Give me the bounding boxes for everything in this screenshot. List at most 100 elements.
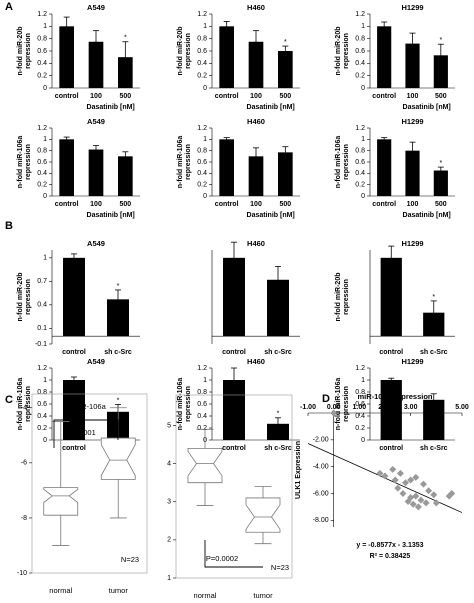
y-tick-label: 0.6	[37, 401, 47, 408]
scatter-point	[407, 476, 415, 484]
y-tick-label: 0	[361, 437, 365, 444]
annotation: N=23	[121, 555, 139, 564]
scatter-point	[409, 500, 417, 508]
y-tick-label: 1	[43, 136, 47, 143]
scatter-point	[391, 476, 399, 484]
x-tick-label: control	[379, 445, 403, 452]
bar	[278, 51, 293, 88]
y-axis-title: n-fold miR-106a	[335, 378, 342, 431]
y-tick-label: 1.2	[37, 11, 47, 18]
x-tick-label: 500	[435, 93, 447, 100]
significance-mark: *	[117, 283, 120, 290]
x-tick-label: 500	[119, 201, 131, 208]
bar	[59, 139, 74, 196]
y-axis-title: repression	[25, 33, 32, 69]
y-tick-label: 0.6	[37, 48, 47, 55]
y-tick-label: 0.4	[37, 170, 47, 177]
chart-title: H460	[247, 3, 265, 12]
y-tick-label: 0.8	[355, 36, 365, 43]
y-axis-title: n-fold miR-106a	[17, 136, 24, 189]
x-tick-label: control	[372, 93, 396, 100]
y-tick-label: 1	[361, 23, 365, 30]
y-tick-label: 0.8	[355, 148, 365, 155]
significance-mark: *	[284, 39, 287, 46]
y-tick-label: 0	[361, 85, 365, 92]
x-tick-label: 2.00	[378, 404, 392, 411]
x-tick-label: sh c-Src	[264, 445, 292, 452]
y-axis-title: n-fold miR-20b	[177, 27, 184, 76]
x-tick-label: 0.00	[327, 404, 341, 411]
chart-title: H460	[247, 117, 265, 126]
scatter-point	[381, 472, 389, 480]
bar	[219, 139, 234, 196]
y-tick-label: 1.2	[355, 11, 365, 18]
y-tick-label: 0.2	[37, 425, 47, 432]
bar	[63, 257, 85, 337]
x-tick-label: control	[55, 201, 79, 208]
y-tick-label: 0.4	[37, 413, 47, 420]
y-axis-title: n-fold miR-106a	[177, 136, 184, 189]
y-tick-label: 1	[167, 575, 171, 582]
y-axis-title: repression	[185, 33, 192, 69]
x-tick-label: control	[222, 445, 246, 452]
y-tick-label: 0.2	[197, 182, 207, 189]
y-axis-title: repression	[25, 386, 32, 422]
y-tick-label: 0.8	[355, 389, 365, 396]
y-tick-label: -0.1	[35, 341, 47, 348]
bar	[118, 156, 133, 196]
y-tick-label: 0.6	[355, 401, 365, 408]
y-tick-label: 1	[203, 136, 207, 143]
x-tick-label: control	[62, 349, 86, 356]
scatter-point	[448, 489, 456, 497]
x-tick-label: sh c-Src	[420, 349, 448, 356]
bar	[63, 380, 85, 440]
x-tick-label: 3.00	[404, 404, 418, 411]
x-tick-label: 500	[435, 201, 447, 208]
y-tick-label: 0	[43, 437, 47, 444]
x-tick-label: 1.00	[353, 404, 367, 411]
y-tick-label: 0.2	[355, 182, 365, 189]
y-tick-label: 0.1	[37, 325, 47, 332]
equation: R² = 0.38425	[370, 553, 411, 560]
plot-frame	[175, 394, 293, 579]
x-tick-label: normal	[194, 591, 217, 600]
bar	[380, 257, 402, 337]
y-axis-title: repression	[343, 33, 350, 69]
y-tick-label: 0.8	[197, 36, 207, 43]
significance-mark: *	[117, 397, 120, 404]
annotation: N=23	[271, 563, 289, 572]
chart-title: miR-106a	[73, 402, 106, 411]
scatter-point	[420, 480, 427, 488]
y-tick-label: 0.4	[197, 170, 207, 177]
x-tick-label: tumor	[109, 586, 129, 595]
y-tick-label: 0.4	[37, 302, 47, 309]
y-tick-label: -10	[17, 570, 27, 577]
x-axis-title: Dasatinib [nM]	[247, 212, 295, 219]
y-tick-label: 0.6	[355, 48, 365, 55]
y-tick-label: 1	[203, 377, 207, 384]
bar	[267, 279, 289, 337]
y-tick-label: 0	[361, 193, 365, 200]
panel-label: A	[5, 1, 13, 13]
significance-mark: *	[277, 411, 280, 418]
y-tick-label: 0.2	[197, 425, 207, 432]
y-tick-label: -4	[21, 405, 27, 412]
y-tick-label: 1	[361, 136, 365, 143]
x-axis-title: Dasatinib [nM]	[87, 212, 135, 219]
chart-title: H1299	[401, 3, 423, 12]
x-tick-label: sh c-Src	[104, 349, 132, 356]
x-axis-title: Dasatinib [nM]	[403, 104, 451, 111]
x-tick-label: sh c-Src	[264, 349, 292, 356]
y-tick-label: 0.6	[37, 159, 47, 166]
y-tick-label: 1.2	[37, 365, 47, 372]
bar	[433, 55, 448, 88]
bar	[267, 423, 289, 440]
y-tick-label: -6.00	[313, 490, 329, 497]
chart-title: A549	[87, 239, 105, 248]
x-tick-label: 100	[90, 201, 102, 208]
y-tick-label: 0.4	[355, 170, 365, 177]
y-tick-label: 1.2	[197, 11, 207, 18]
y-tick-label: 0	[203, 85, 207, 92]
y-tick-label: 0.4	[37, 60, 47, 67]
y-tick-label: 0.6	[197, 48, 207, 55]
